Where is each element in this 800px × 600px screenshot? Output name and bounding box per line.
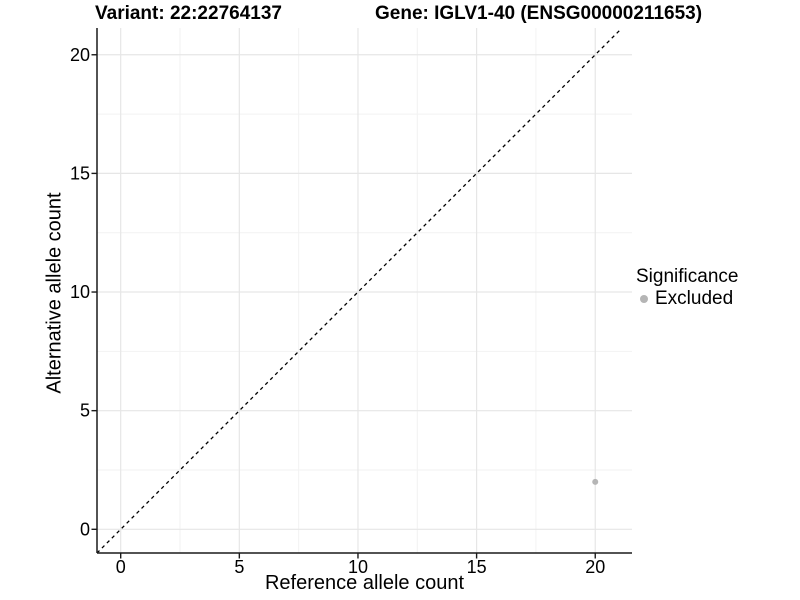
legend: Significance Excluded: [636, 266, 738, 310]
plot-title-variant: Variant: 22:22764137: [95, 3, 282, 24]
y-tick-label: 0: [80, 519, 90, 539]
y-tick-label: 20: [70, 45, 90, 65]
y-tick-label: 15: [70, 163, 90, 183]
data-point: [592, 478, 599, 485]
x-tick-label: 20: [585, 557, 605, 577]
x-tick-label: 5: [234, 557, 244, 577]
legend-title: Significance: [636, 266, 739, 287]
legend-point-icon: [640, 295, 648, 303]
identity-dashed-line: [96, 29, 621, 554]
y-axis-title: Alternative allele count: [43, 192, 66, 394]
y-tick-label: 10: [70, 282, 90, 302]
legend-item-label: Excluded: [655, 288, 734, 309]
y-tick-label: 5: [80, 401, 90, 421]
x-tick-label: 0: [116, 557, 126, 577]
plot-title-gene: Gene: IGLV1-40 (ENSG00000211653): [375, 3, 703, 24]
legend-item-excluded: Excluded: [636, 288, 738, 310]
x-tick-label: 15: [467, 557, 487, 577]
x-axis-title: Reference allele count: [264, 572, 464, 594]
x-tick-label: 10: [348, 557, 368, 577]
